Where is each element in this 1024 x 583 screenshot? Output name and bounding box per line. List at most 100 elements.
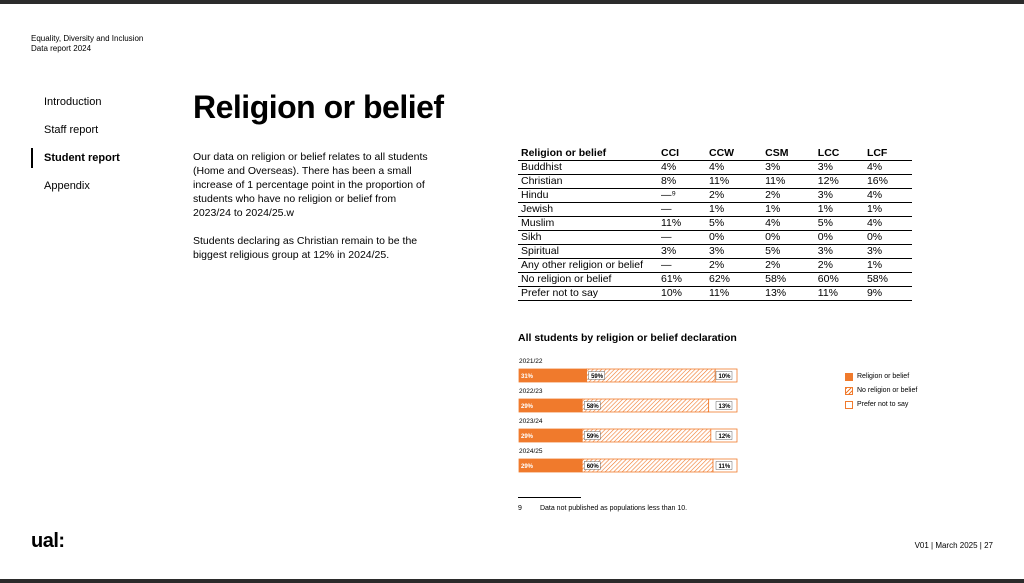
data-label: 31% [521, 374, 534, 380]
data-label: 10% [719, 374, 732, 380]
table-cell: 13% [762, 286, 815, 301]
table-cell: 12% [814, 174, 864, 189]
table-cell: 1% [863, 258, 912, 273]
bar-segment [581, 428, 712, 443]
data-label: 11% [719, 464, 731, 470]
bar-segment [581, 458, 714, 473]
legend-label: No religion or belief [857, 387, 918, 394]
year-label: 2021/22 [519, 358, 543, 365]
table-cell: 5% [706, 216, 763, 231]
legend-swatch-outline [845, 401, 853, 409]
year-label: 2024/25 [519, 448, 543, 455]
data-label: 60% [587, 464, 600, 470]
header-line-1: Equality, Diversity and Inclusion [31, 34, 144, 43]
table-header: CSM [762, 146, 815, 161]
section-nav: Introduction Staff report Student report… [31, 92, 120, 204]
table-cell: 1% [814, 202, 864, 217]
table-cell: 11% [706, 286, 763, 301]
year-label: 2022/23 [519, 388, 543, 395]
bar-segment [586, 368, 716, 383]
table-cell: 1% [762, 202, 815, 217]
table-cell: 58% [863, 272, 912, 287]
table-cell: 3% [706, 244, 763, 259]
table-cell: 2% [814, 258, 864, 273]
nav-item-staff-report[interactable]: Staff report [44, 124, 99, 136]
table-cell: 4% [863, 188, 912, 203]
table-row: Spiritual 3% 3% 5% 3% 3% [518, 244, 912, 259]
row-label: Buddhist [518, 160, 658, 175]
nav-item-student-report[interactable]: Student report [31, 148, 120, 168]
table-cell: 2% [762, 258, 815, 273]
data-label-box [584, 461, 601, 470]
table-header: CCW [706, 146, 763, 161]
chart-legend: Religion or belief No religion or belief… [845, 370, 917, 412]
legend-item-no-religion: No religion or belief [845, 384, 917, 398]
table-cell: — [658, 258, 706, 273]
nav-item-introduction[interactable]: Introduction [44, 96, 102, 108]
table-row: Any other religion or belief —2% 2% 2% 1% [518, 258, 912, 273]
table-cell: 61% [658, 272, 706, 287]
table-cell: 1% [863, 202, 912, 217]
legend-swatch-solid [845, 373, 853, 381]
data-label-box [715, 401, 733, 410]
page-title: Religion or belief [193, 89, 444, 125]
row-label: Jewish [518, 202, 658, 217]
table-row: Muslim 11% 5% 4% 5% 4% [518, 216, 912, 231]
data-label: 29% [521, 464, 534, 470]
legend-label: Prefer not to say [857, 401, 909, 408]
chart-title: All students by religion or belief decla… [518, 332, 737, 344]
intro-paragraph-2: Students declaring as Christian remain t… [193, 235, 418, 261]
table-header: Religion or belief [518, 146, 658, 161]
table-cell: 11% [658, 216, 706, 231]
data-label: 12% [719, 434, 732, 440]
data-label: 59% [591, 374, 604, 380]
table-cell: 8% [658, 174, 706, 189]
table-cell: 11% [706, 174, 763, 189]
data-label: 29% [521, 404, 534, 410]
table-row: Sikh —0% 0% 0% 0% [518, 230, 912, 245]
table-cell: 0% [863, 230, 912, 245]
intro-paragraph-1: Our data on religion or belief relates t… [193, 151, 428, 219]
data-label-box [715, 461, 733, 470]
intro-text: Our data on religion or belief relates t… [193, 150, 428, 276]
nav-item-appendix[interactable]: Appendix [44, 180, 90, 192]
row-label: Any other religion or belief [518, 258, 658, 273]
table-cell: 2% [706, 188, 763, 203]
table-cell: 3% [814, 160, 864, 175]
bottom-frame-bar [0, 579, 1024, 583]
page-footer: V01 | March 2025 | 27 [914, 541, 993, 550]
table-cell: 2% [762, 188, 815, 203]
footnote-number: 9 [518, 505, 522, 512]
table-cell: 62% [706, 272, 763, 287]
legend-swatch-hatched [845, 387, 853, 395]
footnote: 9 Data not published as populations less… [518, 505, 687, 512]
table-header: LCC [814, 146, 864, 161]
row-label: Spiritual [518, 244, 658, 259]
table-cell: 5% [762, 244, 815, 259]
table-cell: 4% [658, 160, 706, 175]
legend-item-prefer-not: Prefer not to say [845, 398, 917, 412]
row-label: Christian [518, 174, 658, 189]
table-cell: 0% [814, 230, 864, 245]
table-row: Jewish —1% 1% 1% 1% [518, 202, 912, 217]
table-cell: 3% [814, 244, 864, 259]
legend-label: Religion or belief [857, 373, 910, 380]
table-cell: 16% [863, 174, 912, 189]
data-label-box [584, 431, 601, 440]
table-cell: 9% [863, 286, 912, 301]
table-cell: 3% [814, 188, 864, 203]
table-cell: 5% [814, 216, 864, 231]
table-cell: 10% [658, 286, 706, 301]
table-cell: 0% [706, 230, 763, 245]
data-label-box [715, 371, 733, 380]
table-cell: 60% [814, 272, 864, 287]
table-cell: 4% [706, 160, 763, 175]
row-label: Sikh [518, 230, 658, 245]
table-cell: 3% [658, 244, 706, 259]
table-cell: —⁹ [658, 188, 706, 203]
table-row: Buddhist 4% 4% 3% 3% 4% [518, 160, 912, 175]
data-label-box [715, 431, 733, 440]
table-cell: 0% [762, 230, 815, 245]
table-row: Hindu —⁹ 2% 2% 3% 4% [518, 188, 912, 203]
bar-segment [581, 398, 710, 413]
